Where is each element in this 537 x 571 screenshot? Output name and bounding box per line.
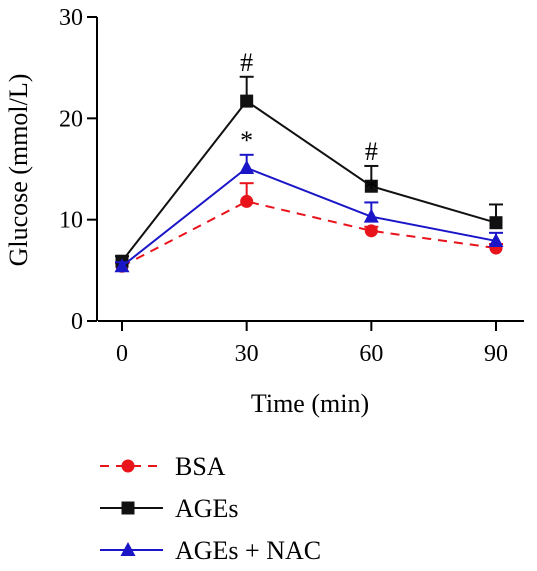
x-tick-label: 30 bbox=[235, 341, 259, 367]
y-axis-label: Glucose (mmol/L) bbox=[4, 74, 33, 267]
y-tick-label: 20 bbox=[59, 106, 83, 132]
x-tick-label: 90 bbox=[484, 341, 508, 367]
significance-star: * bbox=[240, 126, 253, 155]
legend-label: AGEs + NAC bbox=[175, 536, 321, 565]
legend-item: BSA bbox=[100, 452, 226, 481]
legend-marker bbox=[120, 542, 136, 556]
series-line bbox=[121, 166, 497, 268]
significance-hash: # bbox=[365, 137, 378, 166]
data-point bbox=[488, 232, 504, 247]
annotation-layer: # * # * bbox=[240, 48, 378, 203]
y-tick-label: 30 bbox=[59, 5, 83, 31]
data-point bbox=[363, 208, 379, 223]
data-point bbox=[114, 258, 130, 273]
x-tick-label: 0 bbox=[116, 341, 128, 367]
legend-item: AGEs bbox=[100, 494, 239, 523]
legend: BSA AGEs AGEs + NAC bbox=[100, 452, 321, 565]
data-point bbox=[240, 194, 254, 208]
x-axis-label: Time (min) bbox=[251, 389, 369, 418]
data-point bbox=[239, 159, 255, 174]
y-tick-label: 0 bbox=[71, 309, 83, 335]
data-point bbox=[240, 94, 254, 108]
series-line bbox=[121, 99, 497, 262]
legend-label: AGEs bbox=[175, 494, 239, 523]
legend-label: BSA bbox=[175, 452, 226, 481]
series-layer bbox=[114, 75, 504, 273]
y-tick-label: 10 bbox=[59, 208, 83, 234]
data-point bbox=[364, 224, 378, 238]
x-tick-label: 60 bbox=[359, 341, 383, 367]
significance-star: * bbox=[365, 173, 378, 202]
data-point bbox=[489, 216, 503, 230]
series-line bbox=[121, 200, 497, 268]
axes: 0 10 20 30 0 30 60 90 bbox=[59, 5, 524, 367]
data-point bbox=[364, 179, 378, 193]
legend-marker bbox=[121, 459, 135, 473]
legend-item: AGEs + NAC bbox=[100, 536, 321, 565]
significance-hash: # bbox=[240, 48, 253, 77]
series-ages bbox=[115, 75, 503, 268]
legend-marker bbox=[121, 501, 135, 515]
series-ages-nac bbox=[114, 153, 504, 273]
